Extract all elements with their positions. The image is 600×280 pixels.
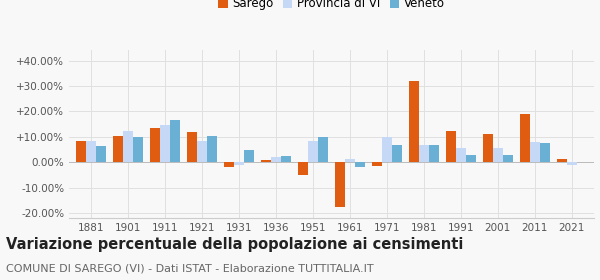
- Bar: [170, 120, 180, 162]
- Bar: [335, 162, 345, 207]
- Bar: [567, 162, 577, 165]
- Bar: [503, 155, 513, 162]
- Bar: [308, 141, 318, 162]
- Bar: [150, 128, 160, 162]
- Bar: [540, 143, 550, 162]
- Bar: [318, 137, 328, 162]
- Bar: [133, 137, 143, 162]
- Bar: [493, 148, 503, 162]
- Bar: [207, 136, 217, 162]
- Bar: [281, 156, 291, 162]
- Bar: [76, 141, 86, 162]
- Bar: [392, 144, 402, 162]
- Bar: [160, 125, 170, 162]
- Bar: [372, 162, 382, 166]
- Bar: [466, 155, 476, 162]
- Bar: [409, 81, 419, 162]
- Bar: [419, 144, 429, 162]
- Text: Variazione percentuale della popolazione ai censimenti: Variazione percentuale della popolazione…: [6, 237, 463, 252]
- Bar: [96, 146, 106, 162]
- Bar: [86, 141, 96, 162]
- Bar: [234, 162, 244, 165]
- Bar: [244, 150, 254, 162]
- Bar: [520, 114, 530, 162]
- Bar: [382, 137, 392, 162]
- Bar: [187, 132, 197, 162]
- Bar: [446, 130, 456, 162]
- Bar: [355, 162, 365, 167]
- Bar: [456, 148, 466, 162]
- Bar: [271, 157, 281, 162]
- Bar: [530, 142, 540, 162]
- Bar: [197, 141, 207, 162]
- Bar: [345, 158, 355, 162]
- Bar: [123, 130, 133, 162]
- Text: COMUNE DI SAREGO (VI) - Dati ISTAT - Elaborazione TUTTITALIA.IT: COMUNE DI SAREGO (VI) - Dati ISTAT - Ela…: [6, 263, 374, 273]
- Bar: [429, 144, 439, 162]
- Bar: [261, 160, 271, 162]
- Bar: [298, 162, 308, 175]
- Bar: [483, 134, 493, 162]
- Bar: [557, 158, 567, 162]
- Bar: [113, 136, 123, 162]
- Bar: [224, 162, 234, 167]
- Legend: Sarego, Provincia di VI, Veneto: Sarego, Provincia di VI, Veneto: [214, 0, 449, 15]
